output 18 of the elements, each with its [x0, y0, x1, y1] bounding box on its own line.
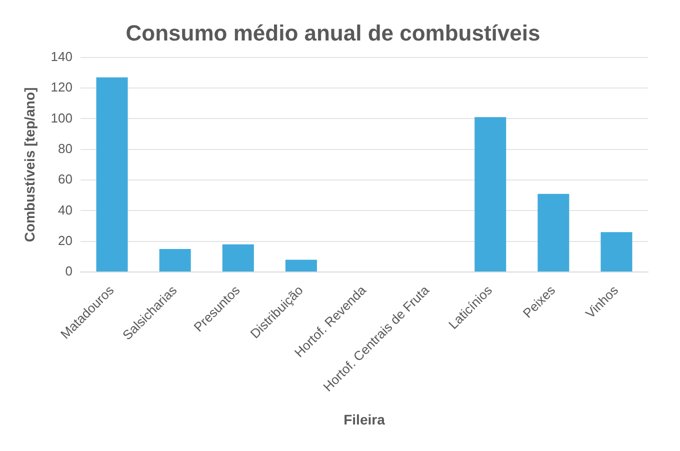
y-tick-label: 120: [50, 80, 72, 95]
y-tick-label: 80: [58, 140, 72, 156]
y-tick-label: 100: [50, 110, 72, 126]
bar: [285, 260, 317, 272]
chart-title: Consumo médio anual de combustíveis: [126, 20, 540, 46]
bar: [474, 117, 506, 272]
y-tick-label: 60: [58, 172, 72, 187]
y-axis-title: Combustíveis [tep/ano]: [21, 87, 38, 242]
bar: [538, 194, 570, 272]
y-tick-label: 140: [50, 48, 72, 64]
y-tick-label: 20: [58, 232, 72, 248]
bar: [600, 232, 632, 272]
y-tick-label: 40: [58, 202, 72, 218]
bar: [159, 249, 191, 272]
bar: [96, 77, 128, 272]
x-axis-title: Fileira: [344, 411, 386, 428]
y-tick-label: 0: [65, 264, 72, 279]
bar: [222, 244, 254, 272]
